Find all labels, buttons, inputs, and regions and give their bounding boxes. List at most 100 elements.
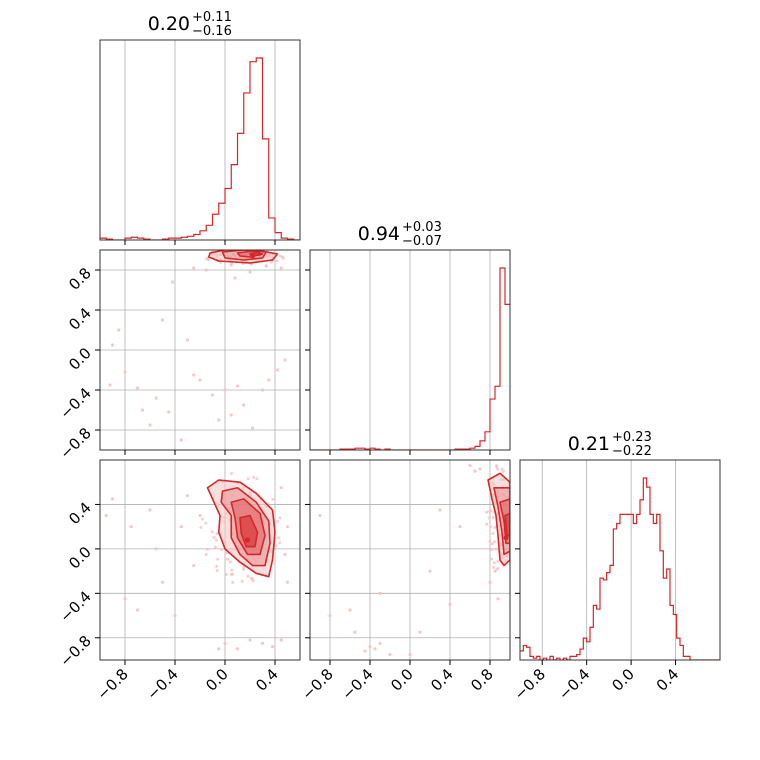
panel-2-1: −0.8 −0.4 0.0 0.4 0.8 bbox=[298, 459, 511, 704]
sample-point bbox=[496, 597, 500, 601]
sample-point bbox=[217, 647, 221, 651]
sample-point bbox=[246, 574, 250, 578]
x-tick-label: 0.4 bbox=[427, 665, 457, 695]
sample-point bbox=[473, 469, 477, 473]
sample-point bbox=[223, 641, 227, 645]
sample-point bbox=[493, 569, 497, 573]
sample-point bbox=[249, 576, 253, 580]
sample-point bbox=[206, 547, 210, 551]
y-tick-label: 0.0 bbox=[65, 543, 95, 573]
sample-point bbox=[204, 268, 208, 272]
panel-content bbox=[108, 250, 287, 442]
sample-point bbox=[378, 591, 382, 595]
sample-point bbox=[179, 438, 183, 442]
sample-point bbox=[170, 280, 175, 284]
sample-point bbox=[228, 560, 232, 564]
x-tick-label: 0.0 bbox=[608, 665, 638, 695]
sample-point bbox=[235, 647, 240, 651]
panel-0-0: 0.20 +0.11−0.16 bbox=[99, 10, 301, 245]
sample-point bbox=[348, 608, 352, 612]
sample-point bbox=[226, 557, 230, 561]
sample-point bbox=[275, 368, 280, 372]
sample-point bbox=[260, 641, 265, 645]
density-peak bbox=[245, 537, 250, 543]
panel-1-0: −0.8−0.4 0.0 0.4 0.8 bbox=[56, 249, 301, 463]
sample-point bbox=[438, 508, 442, 512]
sample-point bbox=[198, 378, 202, 382]
density-peak bbox=[503, 535, 509, 541]
sample-point bbox=[368, 645, 372, 649]
sample-point bbox=[185, 493, 190, 498]
y-tick-label: −0.8 bbox=[56, 632, 94, 670]
sample-point bbox=[408, 652, 412, 657]
sample-point bbox=[278, 541, 282, 545]
sample-point bbox=[353, 630, 357, 634]
sample-point bbox=[224, 572, 228, 576]
sample-point bbox=[279, 638, 283, 642]
panel-2-2: −0.8 −0.4 0.0 0.4 0.21 +0.23−0.22 bbox=[511, 430, 721, 704]
sample-point bbox=[179, 525, 183, 529]
x-tick-label: −0.8 bbox=[93, 665, 131, 703]
sample-point bbox=[318, 513, 322, 518]
x-tick-label: 0.0 bbox=[202, 665, 232, 695]
sample-point bbox=[458, 525, 462, 529]
sample-point bbox=[148, 508, 152, 512]
sample-point bbox=[496, 467, 500, 471]
sample-point bbox=[204, 553, 208, 557]
sample-point bbox=[264, 264, 268, 268]
sample-point bbox=[488, 580, 492, 584]
sample-point bbox=[388, 652, 392, 657]
sample-point bbox=[281, 256, 285, 260]
sample-point bbox=[285, 580, 290, 584]
sample-point bbox=[123, 597, 127, 601]
sample-point bbox=[204, 521, 208, 525]
sample-point bbox=[231, 580, 235, 584]
y-tick-label: 0.4 bbox=[65, 304, 95, 334]
x-tick-label: 0.0 bbox=[387, 665, 417, 695]
sample-point bbox=[104, 513, 108, 518]
sample-point bbox=[242, 403, 246, 407]
x-tick-label: −0.4 bbox=[338, 665, 376, 703]
sample-point bbox=[233, 276, 237, 280]
sample-point bbox=[217, 418, 221, 422]
sample-point bbox=[492, 540, 496, 544]
sample-point bbox=[212, 536, 216, 540]
sample-point bbox=[117, 328, 121, 332]
sample-point bbox=[491, 532, 495, 536]
sample-point bbox=[135, 386, 140, 390]
sample-point bbox=[448, 602, 452, 607]
panel-title-upper-error: +0.11 bbox=[192, 10, 232, 25]
x-tick-label: 0.8 bbox=[467, 665, 497, 695]
sample-point bbox=[251, 579, 255, 583]
sample-point bbox=[373, 647, 377, 651]
sample-point bbox=[490, 542, 494, 546]
sample-point bbox=[267, 378, 271, 382]
panel-title-lower-error: −0.07 bbox=[402, 234, 442, 249]
sample-point bbox=[167, 410, 171, 414]
axes-frame bbox=[99, 39, 301, 241]
sample-point bbox=[428, 569, 432, 573]
sample-point bbox=[216, 557, 220, 561]
histogram-step bbox=[100, 57, 300, 240]
panel-2-0: −0.8 −0.4 0.0 0.4 −0.8 −0.4 0.0 0.4 bbox=[56, 459, 301, 704]
axes-frame bbox=[99, 459, 301, 661]
sample-point bbox=[198, 513, 202, 518]
sample-point bbox=[490, 548, 494, 552]
sample-point bbox=[220, 548, 224, 552]
sample-point bbox=[250, 426, 255, 430]
sample-point bbox=[271, 497, 275, 501]
sample-point bbox=[278, 254, 282, 258]
density-contour bbox=[504, 512, 510, 537]
sample-point bbox=[230, 471, 234, 475]
density-contour bbox=[239, 514, 259, 548]
sample-point bbox=[418, 630, 422, 634]
sample-point bbox=[223, 388, 227, 392]
sample-point bbox=[279, 486, 283, 490]
panel-title-median: 0.94 bbox=[358, 223, 400, 245]
sample-point bbox=[485, 522, 489, 526]
sample-point bbox=[192, 266, 196, 270]
sample-point bbox=[490, 557, 494, 561]
panel-content bbox=[104, 471, 290, 651]
panel-content bbox=[318, 463, 510, 657]
